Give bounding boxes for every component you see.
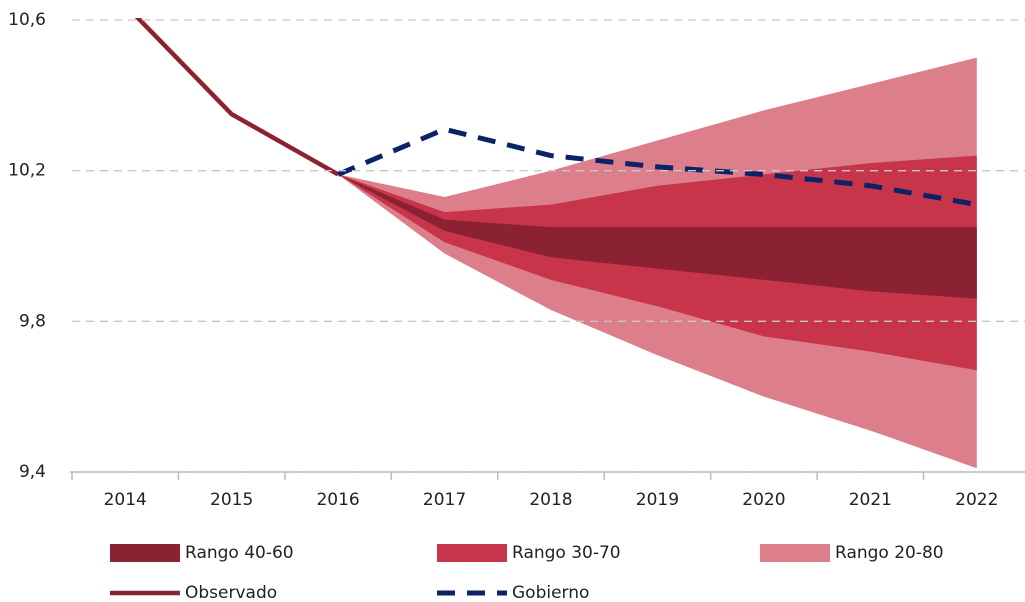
x-tick-label: 2014 <box>104 490 147 510</box>
x-tick-label: 2017 <box>423 490 466 510</box>
x-tick-label: 2015 <box>210 490 253 510</box>
fan-band <box>338 174 977 299</box>
y-tick-label: 10,2 <box>8 161 46 181</box>
legend-swatch <box>110 544 180 562</box>
x-tick-label: 2016 <box>316 490 359 510</box>
y-tick-label: 9,8 <box>19 311 46 331</box>
legend-label: Rango 30-70 <box>512 543 621 563</box>
plot-area <box>134 18 978 469</box>
legend-label: Rango 20-80 <box>835 543 944 563</box>
series-line <box>134 18 340 177</box>
series-line <box>337 126 978 208</box>
legend-label: Gobierno <box>512 583 589 602</box>
legend-swatch <box>760 544 830 562</box>
y-tick-label: 9,4 <box>19 462 46 482</box>
legend-label: Rango 40-60 <box>185 543 294 563</box>
y-tick-label: 10,6 <box>8 10 46 30</box>
x-tick-label: 2022 <box>955 490 998 510</box>
legend-swatch <box>437 544 507 562</box>
x-tick-label: 2020 <box>742 490 785 510</box>
x-tick-label: 2021 <box>849 490 892 510</box>
x-tick-label: 2018 <box>529 490 572 510</box>
x-tick-label: 2019 <box>636 490 679 510</box>
legend-label: Observado <box>185 583 277 602</box>
